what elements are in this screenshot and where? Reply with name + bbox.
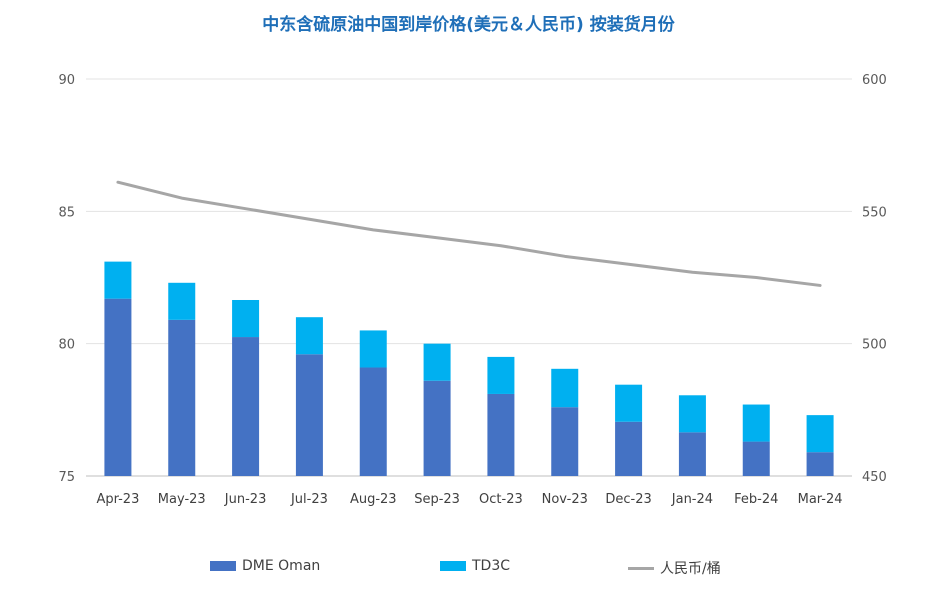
bar-td3c-May-23 (168, 282, 196, 320)
bar-dme-oman-Mar-24 (806, 452, 834, 476)
left-axis-ticks: 75 80 85 90 (58, 73, 75, 485)
bar-td3c-Jul-23 (295, 317, 323, 355)
x-tick-Jun-23: Jun-23 (224, 492, 267, 507)
legend-swatch-rmb (628, 566, 654, 570)
right-axis-ticks: 450 500 550 600 (862, 73, 887, 485)
bar-dme-oman-Sep-23 (423, 380, 451, 476)
left-tick-75: 75 (58, 470, 75, 485)
line-series (116, 180, 822, 287)
line-rmb-per-barrel (116, 180, 822, 287)
bar-td3c-Dec-23 (615, 384, 643, 422)
bar-dme-oman-Apr-23 (104, 298, 132, 476)
legend-swatch-dme-oman (210, 561, 236, 571)
bar-td3c-Aug-23 (359, 330, 387, 368)
x-tick-Feb-24: Feb-24 (734, 492, 778, 507)
x-tick-Jan-24: Jan-24 (671, 492, 713, 507)
x-tick-Sep-23: Sep-23 (414, 492, 460, 507)
right-tick-550: 550 (862, 205, 887, 220)
bar-dme-oman-Feb-24 (742, 441, 770, 476)
left-tick-80: 80 (58, 338, 75, 353)
bar-td3c-Jan-24 (678, 395, 706, 433)
legend-item-dme-oman: DME Oman (210, 558, 320, 574)
x-tick-May-23: May-23 (158, 492, 206, 507)
bar-dme-oman-Aug-23 (359, 367, 387, 476)
right-tick-500: 500 (862, 338, 887, 353)
bar-td3c-Oct-23 (487, 356, 515, 394)
legend-swatch-td3c (440, 561, 466, 571)
left-tick-90: 90 (58, 73, 75, 88)
bar-dme-oman-Oct-23 (487, 393, 515, 476)
bars (104, 261, 834, 476)
bar-td3c-Jun-23 (232, 299, 260, 338)
bar-dme-oman-Jul-23 (295, 354, 323, 476)
bar-dme-oman-May-23 (168, 319, 196, 476)
x-tick-Dec-23: Dec-23 (605, 492, 651, 507)
bar-td3c-Sep-23 (423, 343, 451, 381)
right-tick-450: 450 (862, 470, 887, 485)
legend-label-dme-oman: DME Oman (242, 558, 321, 574)
bar-td3c-Nov-23 (551, 368, 579, 408)
x-tick-Aug-23: Aug-23 (350, 492, 397, 507)
bar-dme-oman-Dec-23 (615, 421, 643, 476)
bar-td3c-Apr-23 (104, 261, 132, 299)
x-tick-Mar-24: Mar-24 (798, 492, 843, 507)
x-axis-ticks: Apr-23 May-23 Jun-23 Jul-23 Aug-23 Sep-23 Oct-… (96, 492, 842, 507)
chart-title: 中东含硫原油中国到岸价格(美元＆人民币) 按装货月份 (262, 15, 675, 35)
x-tick-Apr-23: Apr-23 (96, 492, 139, 507)
bar-td3c-Mar-24 (806, 415, 834, 453)
bar-dme-oman-Nov-23 (551, 407, 579, 476)
right-tick-600: 600 (862, 73, 887, 88)
x-tick-Nov-23: Nov-23 (542, 492, 588, 507)
gridlines (86, 78, 852, 477)
bar-dme-oman-Jun-23 (232, 337, 260, 476)
legend-label-td3c: TD3C (472, 558, 511, 574)
legend-item-rmb: 人民币/桶 (628, 558, 721, 578)
legend-item-td3c: TD3C (440, 558, 510, 574)
left-tick-85: 85 (58, 205, 75, 220)
x-tick-Jul-23: Jul-23 (290, 492, 328, 507)
x-tick-Oct-23: Oct-23 (479, 492, 523, 507)
bar-dme-oman-Jan-24 (678, 432, 706, 476)
legend-label-rmb: 人民币/桶 (660, 561, 721, 577)
bar-td3c-Feb-24 (742, 404, 770, 442)
